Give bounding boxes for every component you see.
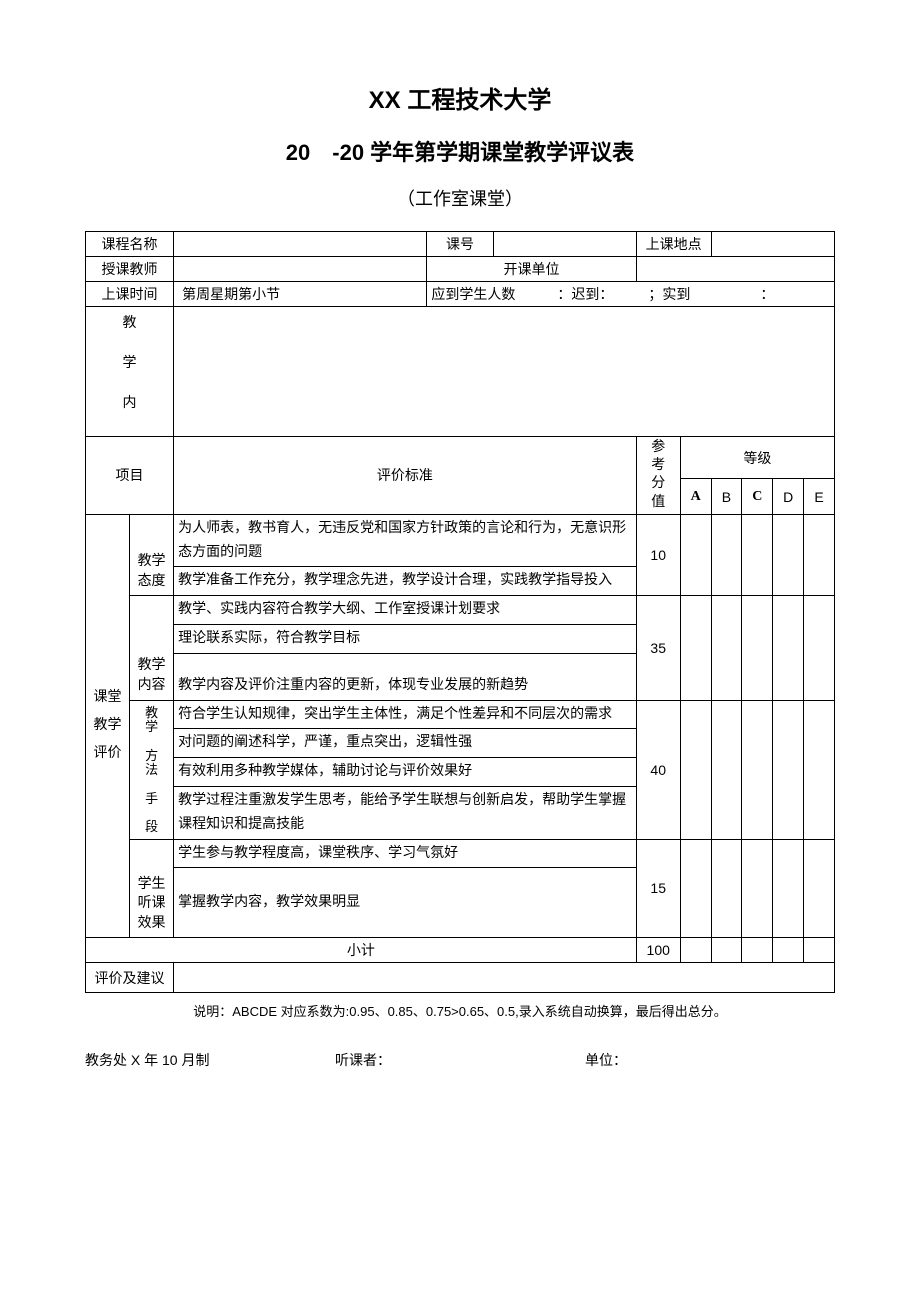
location-label: 上课地点 <box>636 232 711 257</box>
grade-cell-0-A[interactable] <box>680 514 711 595</box>
teach-content-label: 教 学 内 <box>86 307 174 437</box>
grade-cell-0-E[interactable] <box>804 514 835 595</box>
grade-E: E <box>804 479 835 515</box>
attendance[interactable]: 应到学生人数 ：迟到： ；实到 ： <box>427 282 835 307</box>
grade-cell-0-B[interactable] <box>711 514 742 595</box>
subtotal-A[interactable] <box>680 938 711 963</box>
grade-cell-1-B[interactable] <box>711 596 742 700</box>
grade-cell-1-C[interactable] <box>742 596 773 700</box>
score-0: 10 <box>636 514 680 595</box>
course-name-value[interactable] <box>174 232 427 257</box>
grade-cell-0-D[interactable] <box>773 514 804 595</box>
grade-cell-1-A[interactable] <box>680 596 711 700</box>
footer: 教务处 X 年 10 月制 听课者： 单位： <box>85 1050 835 1070</box>
criteria-2-2: 有效利用多种教学媒体，辅助讨论与评价效果好 <box>174 758 637 787</box>
note: 说明：ABCDE 对应系数为:0.95、0.85、0.75>0.65、0.5,录… <box>85 1001 835 1020</box>
evaluation-table: 课程名称 课号 上课地点 授课教师 开课单位 上课时间 第周星期第小节 应到学生… <box>85 231 835 993</box>
grade-cell-1-D[interactable] <box>773 596 804 700</box>
suggestion-label: 评价及建议 <box>86 963 174 993</box>
teacher-value[interactable] <box>174 257 427 282</box>
grade-cell-0-C[interactable] <box>742 514 773 595</box>
criteria-0-1: 教学准备工作充分，教学理念先进，教学设计合理，实践教学指导投入 <box>174 567 637 596</box>
sub-label-0: 教学态度 <box>130 514 174 595</box>
course-name-label: 课程名称 <box>86 232 174 257</box>
category-label: 课堂教学评价 <box>86 514 130 938</box>
teacher-label: 授课教师 <box>86 257 174 282</box>
grade-D: D <box>773 479 804 515</box>
criteria-label: 评价标准 <box>174 437 637 515</box>
score-1: 35 <box>636 596 680 700</box>
criteria-0-0: 为人师表，教书育人，无违反党和国家方针政策的言论和行为，无意识形态方面的问题 <box>174 514 637 567</box>
grade-cell-3-B[interactable] <box>711 839 742 938</box>
criteria-2-3: 教学过程注重激发学生思考，能给予学生联想与创新启发，帮助学生掌握课程知识和提高技… <box>174 786 637 839</box>
subtotal-C[interactable] <box>742 938 773 963</box>
grade-A: A <box>680 479 711 515</box>
teach-content-value[interactable] <box>174 307 835 437</box>
criteria-3-0: 学生参与教学程度高，课堂秩序、学习气氛好 <box>174 839 637 868</box>
subtotal-label: 小计 <box>86 938 637 963</box>
criteria-1-1: 理论联系实际，符合教学目标 <box>174 624 637 653</box>
grade-C: C <box>742 479 773 515</box>
grade-cell-2-E[interactable] <box>804 700 835 839</box>
grade-cell-3-E[interactable] <box>804 839 835 938</box>
score-ref-label: 参考分值 <box>636 437 680 515</box>
subtotal-B[interactable] <box>711 938 742 963</box>
footer-right: 单位： <box>585 1050 835 1070</box>
location-value[interactable] <box>711 232 834 257</box>
course-no-value[interactable] <box>493 232 636 257</box>
form-title: 20 -20 学年第学期课堂教学评议表 <box>85 135 835 167</box>
grade-cell-3-A[interactable] <box>680 839 711 938</box>
criteria-2-0: 符合学生认知规律，突出学生主体性，满足个性差异和不同层次的需求 <box>174 700 637 729</box>
score-2: 40 <box>636 700 680 839</box>
grade-cell-2-A[interactable] <box>680 700 711 839</box>
sub-label-2: 教学 方法 手 段 <box>130 700 174 839</box>
suggestion-value[interactable] <box>174 963 835 993</box>
grade-label: 等级 <box>680 437 834 479</box>
grade-cell-3-C[interactable] <box>742 839 773 938</box>
footer-left: 教务处 X 年 10 月制 <box>85 1050 335 1070</box>
grade-cell-1-E[interactable] <box>804 596 835 700</box>
grade-cell-2-D[interactable] <box>773 700 804 839</box>
subtotal-D[interactable] <box>773 938 804 963</box>
criteria-1-0: 教学、实践内容符合教学大纲、工作室授课计划要求 <box>174 596 637 625</box>
project-label: 项目 <box>86 437 174 515</box>
score-3: 15 <box>636 839 680 938</box>
dept-value[interactable] <box>636 257 834 282</box>
footer-mid: 听课者： <box>335 1050 585 1070</box>
subtotal-score: 100 <box>636 938 680 963</box>
criteria-2-1: 对问题的阐述科学，严谨，重点突出，逻辑性强 <box>174 729 637 758</box>
time-value[interactable]: 第周星期第小节 <box>174 282 427 307</box>
sub-label-1: 教学内容 <box>130 596 174 700</box>
course-no-label: 课号 <box>427 232 493 257</box>
criteria-3-1: 掌握教学内容，教学效果明显 <box>174 868 637 938</box>
subtotal-E[interactable] <box>804 938 835 963</box>
grade-cell-2-C[interactable] <box>742 700 773 839</box>
time-label: 上课时间 <box>86 282 174 307</box>
criteria-1-2: 教学内容及评价注重内容的更新，体现专业发展的新趋势 <box>174 653 637 700</box>
university-title: XX 工程技术大学 <box>85 80 835 115</box>
grade-cell-2-B[interactable] <box>711 700 742 839</box>
subtitle: （工作室课堂） <box>85 185 835 211</box>
dept-label: 开课单位 <box>427 257 636 282</box>
grade-cell-3-D[interactable] <box>773 839 804 938</box>
grade-B: B <box>711 479 742 515</box>
sub-label-3: 学生听课效果 <box>130 839 174 938</box>
